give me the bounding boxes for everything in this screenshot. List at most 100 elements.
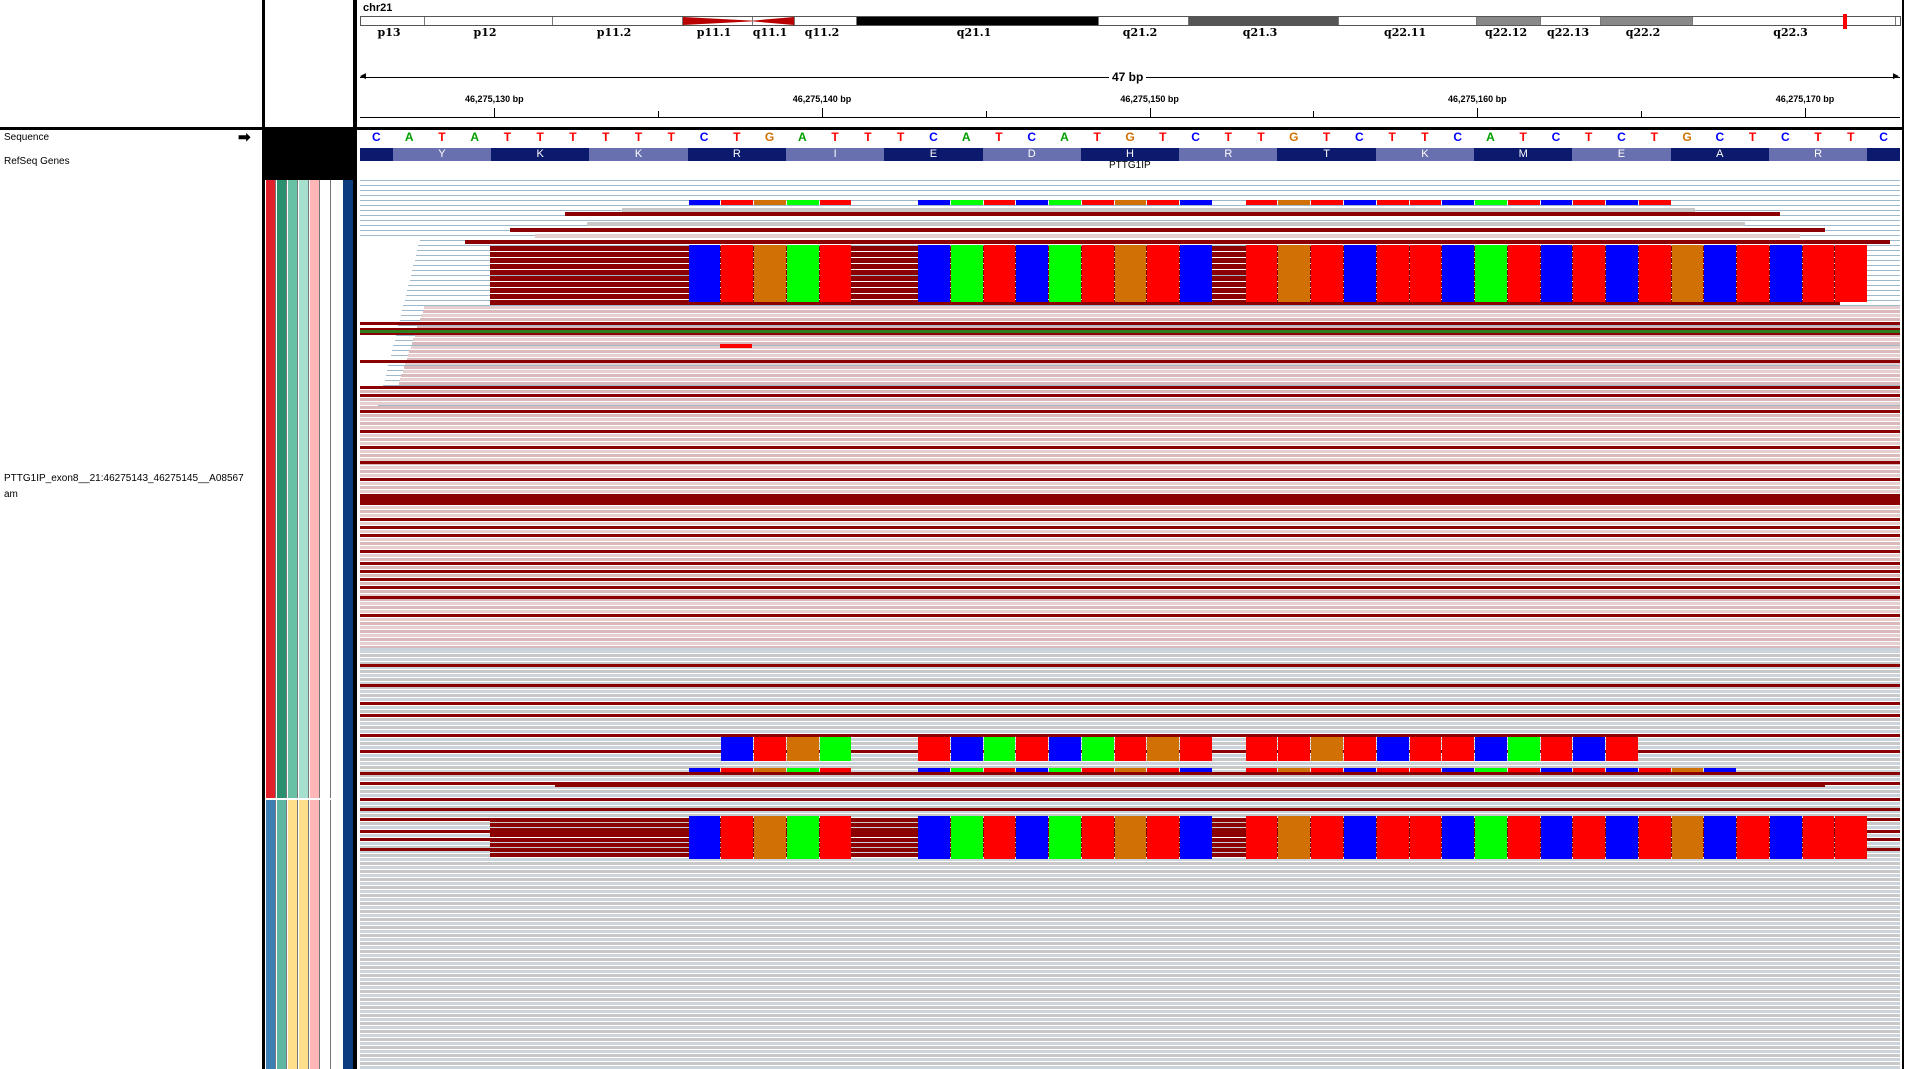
read <box>360 220 1900 221</box>
read <box>360 690 1900 693</box>
read <box>360 406 1900 409</box>
read <box>360 922 1900 925</box>
track-name-panel: Sequence ➡ RefSeq Genes PTTG1IP_exon8__2… <box>0 0 262 1069</box>
mismatch-base <box>1376 737 1409 761</box>
read <box>360 190 1900 191</box>
ideogram-band[interactable] <box>1541 17 1601 25</box>
ideogram-band[interactable] <box>683 17 753 25</box>
ideogram-band[interactable] <box>857 17 1099 25</box>
attribute-cell[interactable] <box>310 800 320 1069</box>
read <box>360 974 1900 977</box>
read <box>360 666 1900 669</box>
read <box>360 982 1900 985</box>
read <box>360 550 1900 553</box>
mismatch-base <box>786 816 819 859</box>
ideogram-band[interactable] <box>553 17 683 25</box>
ideogram-band[interactable] <box>795 17 857 25</box>
mismatch-base <box>1180 816 1212 859</box>
sequence-base: C <box>1879 130 1888 144</box>
read <box>360 558 1900 561</box>
mismatch-base <box>918 768 950 774</box>
read <box>360 606 1900 609</box>
ideogram-band[interactable] <box>753 17 795 25</box>
mismatch-base <box>1704 245 1737 302</box>
read <box>360 890 1900 893</box>
attribute-cell[interactable] <box>288 800 298 1069</box>
mismatch-base <box>1147 200 1180 205</box>
attribute-cell[interactable] <box>299 800 309 1069</box>
ideogram-band[interactable] <box>1693 17 1896 25</box>
ideogram-current-region-marker <box>1843 14 1847 29</box>
read <box>360 786 1900 789</box>
attribute-cell[interactable] <box>277 180 287 798</box>
attribute-cell[interactable] <box>321 800 331 1069</box>
read <box>360 518 1900 521</box>
read <box>555 784 1825 787</box>
ideogram-band-label: q21.1 <box>956 26 992 39</box>
right-arrow-icon[interactable]: ➡ <box>238 129 251 146</box>
read <box>565 212 1780 216</box>
read <box>360 418 1900 421</box>
amino-acid: T <box>1277 148 1376 161</box>
sequence-base: G <box>1682 130 1692 144</box>
attribute-columns[interactable] <box>265 180 353 1069</box>
attribute-cell[interactable] <box>277 800 287 1069</box>
read <box>360 862 1900 865</box>
ideogram-band[interactable] <box>425 17 553 25</box>
alignment-track[interactable] <box>360 178 1900 1069</box>
sequence-base: T <box>438 130 446 144</box>
sequence-base: C <box>1027 130 1037 144</box>
read <box>360 808 1900 811</box>
ideogram-band[interactable] <box>1099 17 1189 25</box>
attribute-cell[interactable] <box>321 180 331 798</box>
mismatch-base <box>721 245 754 302</box>
ideogram-band[interactable] <box>1601 17 1693 25</box>
ruler-tick <box>1641 111 1643 117</box>
mismatch-base <box>1081 737 1114 761</box>
read <box>360 566 1900 569</box>
read <box>360 1006 1900 1009</box>
read <box>360 814 1900 817</box>
attribute-cell[interactable] <box>266 180 276 798</box>
ideogram-band[interactable] <box>1477 17 1541 25</box>
position-ruler[interactable]: 46,275,130 bp 46,275,140 bp 46,275,150 bp 4… <box>357 90 1902 128</box>
mismatch-base <box>1540 816 1573 859</box>
mismatch-base <box>1638 816 1671 859</box>
data-panel[interactable]: chr21 p13 p12 p11.2 p11.1 q11.1 q11.2 q21.1 q21… <box>357 0 1902 1069</box>
read <box>360 410 1900 413</box>
read <box>360 1010 1900 1013</box>
attribute-cell[interactable] <box>310 180 320 798</box>
sequence-base: T <box>667 130 675 144</box>
ideogram-band[interactable] <box>361 17 425 25</box>
mismatch-base <box>1704 816 1737 859</box>
read <box>360 1026 1900 1029</box>
amino-acid: K <box>491 148 590 161</box>
read <box>360 670 1900 673</box>
read <box>360 1046 1900 1049</box>
read <box>360 798 1900 801</box>
sequence-track-label[interactable]: Sequence <box>4 132 50 143</box>
sequence-base: G <box>1289 130 1299 144</box>
attribute-cell[interactable] <box>288 180 298 798</box>
span-left-arrow-icon: ◄ <box>358 71 368 82</box>
mismatch-base <box>1671 245 1704 302</box>
mismatch-base <box>950 200 983 205</box>
chromosome-ideogram[interactable] <box>360 16 1901 26</box>
read <box>360 534 1900 537</box>
alignment-track-label[interactable]: PTTG1IP_exon8__21:46275143_46275145__A08… <box>4 473 244 484</box>
sequence-base: C <box>929 130 938 144</box>
mismatch-base <box>1180 245 1212 302</box>
sequence-base: T <box>896 130 905 144</box>
name-panel-divider[interactable] <box>262 0 265 1069</box>
mismatch-base <box>1573 245 1606 302</box>
ideogram-band[interactable] <box>1189 17 1339 25</box>
mismatch-base <box>1409 737 1442 761</box>
attribute-panel-divider[interactable] <box>353 0 357 1069</box>
attribute-cell[interactable] <box>299 180 309 798</box>
ideogram-band[interactable] <box>1339 17 1477 25</box>
sequence-base: A <box>1060 130 1069 144</box>
refseq-track-label[interactable]: RefSeq Genes <box>4 156 70 167</box>
attribute-cell[interactable] <box>266 800 276 1069</box>
